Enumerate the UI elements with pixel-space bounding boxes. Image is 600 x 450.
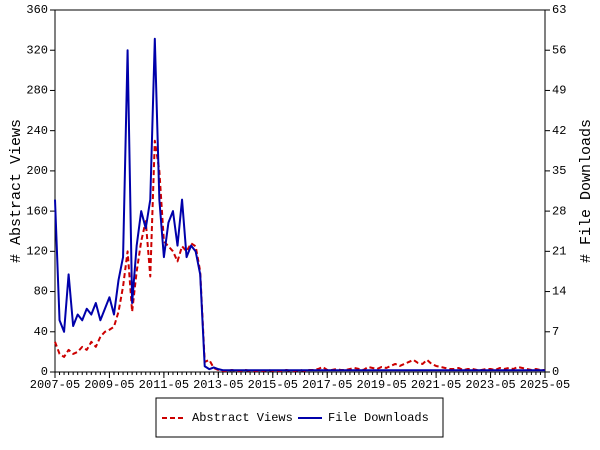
y2-tick-label: 42 (552, 124, 566, 138)
y-axis-label: # Abstract Views (8, 119, 25, 263)
y-tick-label: 360 (26, 3, 48, 17)
y2-tick-label: 49 (552, 84, 566, 98)
x-tick-label: 2015-05 (248, 378, 298, 392)
x-tick-label: 2025-05 (520, 378, 570, 392)
y2-tick-label: 35 (552, 164, 566, 178)
y2-tick-label: 14 (552, 285, 566, 299)
y-tick-label: 80 (34, 285, 48, 299)
x-tick-label: 2017-05 (302, 378, 352, 392)
y-tick-label: 240 (26, 124, 48, 138)
x-tick-label: 2019-05 (356, 378, 406, 392)
y2-tick-label: 7 (552, 325, 559, 339)
x-tick-label: 2007-05 (30, 378, 80, 392)
legend-label: File Downloads (328, 411, 429, 425)
x-tick-label: 2009-05 (84, 378, 134, 392)
y-tick-label: 40 (34, 325, 48, 339)
y-tick-label: 320 (26, 43, 48, 57)
y-tick-label: 160 (26, 204, 48, 218)
y-tick-label: 200 (26, 164, 48, 178)
y2-tick-label: 0 (552, 365, 559, 379)
data-line (54, 37, 545, 372)
y2-tick-label: 21 (552, 245, 566, 259)
y2-tick-label: 28 (552, 204, 566, 218)
y2-tick-label: 63 (552, 3, 566, 17)
y2-tick-label: 56 (552, 43, 566, 57)
y-tick-label: 0 (41, 365, 48, 379)
y2-axis-label: # File Downloads (578, 119, 595, 263)
y-tick-label: 280 (26, 84, 48, 98)
legend-label: Abstract Views (192, 411, 293, 425)
x-tick-label: 2013-05 (193, 378, 243, 392)
y-tick-label: 120 (26, 245, 48, 259)
x-tick-label: 2021-05 (411, 378, 461, 392)
data-line (54, 139, 545, 372)
legend-box (155, 397, 444, 438)
x-tick-label: 2023-05 (465, 378, 515, 392)
x-tick-label: 2011-05 (139, 378, 189, 392)
